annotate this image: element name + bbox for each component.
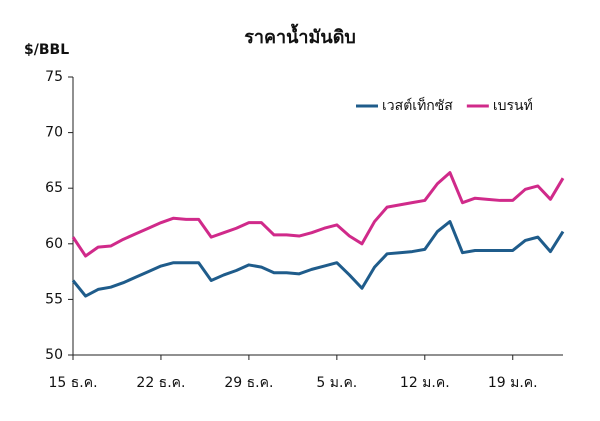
line-series xyxy=(71,171,565,258)
y-axis-label: $/BBL xyxy=(24,42,69,58)
y-tick-label: 50 xyxy=(45,347,63,363)
x-tick-label: 12 ม.ค. xyxy=(400,375,450,391)
chart-title: ราคาน้ำมันดิบ xyxy=(244,23,356,48)
y-tick-label: 55 xyxy=(45,291,63,307)
x-tick-label: 15 ธ.ค. xyxy=(48,375,97,391)
legend-label: เวสต์เท็กซัส xyxy=(382,96,453,114)
x-tick-label: 22 ธ.ค. xyxy=(136,375,185,391)
x-tick-label: 5 ม.ค. xyxy=(316,375,357,391)
x-tick-label: 19 ม.ค. xyxy=(488,375,538,391)
y-tick-label: 60 xyxy=(45,236,63,252)
line-series xyxy=(71,220,565,298)
y-tick-label: 70 xyxy=(45,125,63,141)
legend-label: เบรนท์ xyxy=(493,97,533,114)
y-tick-label: 65 xyxy=(45,180,63,196)
y-tick-label: 75 xyxy=(45,69,63,85)
x-tick-label: 29 ธ.ค. xyxy=(224,375,273,391)
